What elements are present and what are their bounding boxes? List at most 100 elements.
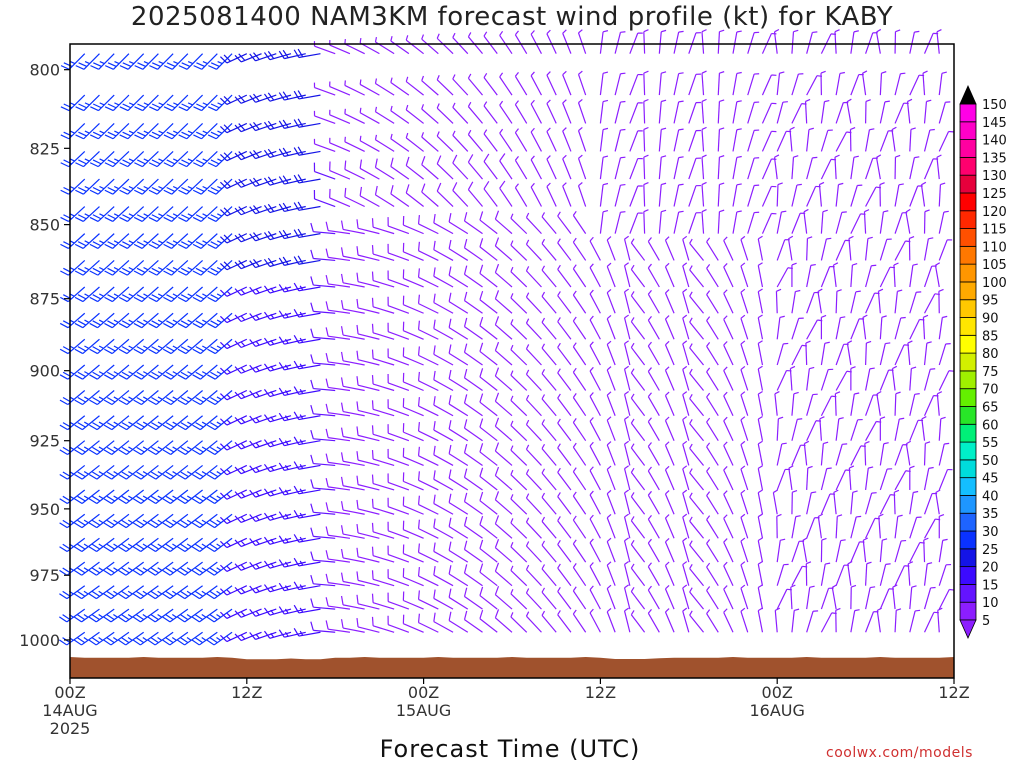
wind-barb-flag [255, 417, 260, 422]
wind-barb-staff [541, 568, 557, 587]
wind-barb-flag [757, 440, 763, 445]
wind-barb-flag [147, 616, 156, 623]
wind-barb-staff [344, 113, 365, 124]
wind-barb-flag [106, 495, 116, 502]
wind-barb-staff [372, 578, 395, 587]
wind-barb-staff [833, 492, 837, 515]
wind-barb-flag [162, 399, 172, 406]
wind-barb-flag [907, 98, 913, 103]
wind-barb-flag [103, 374, 113, 380]
wind-barb-staff [541, 216, 557, 235]
wind-barb-flag [723, 416, 728, 422]
wind-barb-staff [787, 238, 793, 261]
wind-barb-flag [249, 632, 256, 640]
wind-barb-staff [761, 213, 772, 234]
wind-barb-staff [732, 157, 738, 180]
wind-barb-flag [219, 126, 228, 134]
wind-barb-flag [499, 153, 506, 162]
wind-barb-staff [623, 564, 631, 586]
wind-barb-staff [448, 221, 469, 235]
wind-barb-flag [106, 567, 115, 574]
wind-barb-flag [128, 185, 134, 190]
wind-barb-flag [253, 93, 260, 102]
colorbar-label: 90 [982, 312, 999, 327]
wind-barb-flag [226, 565, 231, 571]
wind-barb-staff [643, 157, 646, 180]
wind-barb-flag [117, 639, 127, 646]
wind-barb-staff [820, 612, 833, 633]
wind-barb-flag [541, 291, 546, 297]
wind-barb-flag [371, 593, 374, 603]
wind-barb-flag [834, 29, 840, 33]
wind-barb-flag [151, 267, 161, 273]
wind-barb-flag [778, 416, 784, 420]
wind-barb-flag [494, 341, 500, 351]
wind-barb-flag [104, 106, 114, 112]
wind-barb-flag [938, 288, 944, 292]
wind-barb-flag [136, 241, 146, 247]
wind-barb-flag [940, 416, 946, 420]
wind-barb-staff [673, 32, 680, 54]
wind-barb-staff [776, 418, 779, 441]
wind-barb-flag [356, 401, 359, 411]
wind-barb-flag [263, 439, 271, 448]
wind-barb-flag [249, 465, 256, 474]
wind-barb-flag [808, 127, 814, 131]
wind-barb-flag [589, 490, 594, 496]
wind-barb-staff [791, 318, 800, 340]
wind-barb-staff [510, 474, 528, 491]
wind-barb-flag [135, 637, 145, 644]
wind-barb-flag [293, 309, 300, 318]
wind-barb-flag [803, 208, 809, 213]
wind-barb-staff [606, 541, 616, 563]
wind-barb-flag [891, 126, 897, 131]
wind-barb-staff [589, 542, 601, 563]
credit-link[interactable]: coolwx.com/models [826, 745, 973, 761]
wind-barb-staff [776, 443, 783, 466]
wind-barb-flag [463, 540, 468, 550]
wind-barb-flag [136, 567, 145, 574]
wind-barb-staff [717, 31, 721, 54]
wind-barb-flag [163, 216, 172, 222]
wind-barb-flag [206, 449, 216, 455]
wind-barb-flag [118, 546, 127, 553]
wind-barb-flag [75, 65, 85, 70]
wind-barb-flag [78, 103, 87, 109]
wind-barb-flag [128, 213, 134, 217]
wind-barb-staff [510, 498, 528, 515]
wind-barb-staff [433, 404, 454, 417]
wind-barb-flag [89, 162, 99, 168]
wind-barb-flag [241, 540, 246, 546]
wind-barb-flag [226, 290, 231, 296]
wind-barb-flag [624, 607, 629, 612]
wind-barb-staff [530, 103, 542, 124]
wind-barb-staff [372, 507, 395, 515]
wind-barb-staff [776, 564, 785, 586]
wind-barb-flag [510, 588, 514, 595]
wind-barb-flag [98, 543, 104, 548]
wind-barb-flag [525, 369, 530, 375]
wind-barb-flag [121, 567, 130, 574]
wind-barb-flag [483, 31, 488, 37]
wind-barb-flag [163, 322, 172, 329]
wind-barb-staff [387, 506, 410, 515]
wind-barb-flag [510, 565, 514, 571]
wind-barb-flag [267, 51, 275, 59]
wind-barb-flag [853, 155, 859, 158]
wind-barb-flag [143, 130, 149, 134]
wind-barb-flag [210, 186, 220, 192]
wind-barb-flag [643, 209, 649, 213]
wind-barb-flag [278, 559, 285, 568]
wind-barb-staff [418, 250, 439, 261]
wind-barb-staff [732, 31, 738, 54]
colorbar-swatch [959, 281, 977, 301]
wind-barb-staff [791, 610, 795, 633]
wind-barb-flag [133, 424, 142, 431]
wind-barb-flag [869, 367, 875, 370]
wind-barb-flag [293, 282, 300, 292]
wind-barb-staff [313, 559, 336, 563]
wind-barb-staff [510, 217, 528, 235]
wind-barb-flag [525, 588, 530, 594]
wind-barb-flag [757, 365, 763, 370]
wind-barb-flag [92, 159, 102, 165]
